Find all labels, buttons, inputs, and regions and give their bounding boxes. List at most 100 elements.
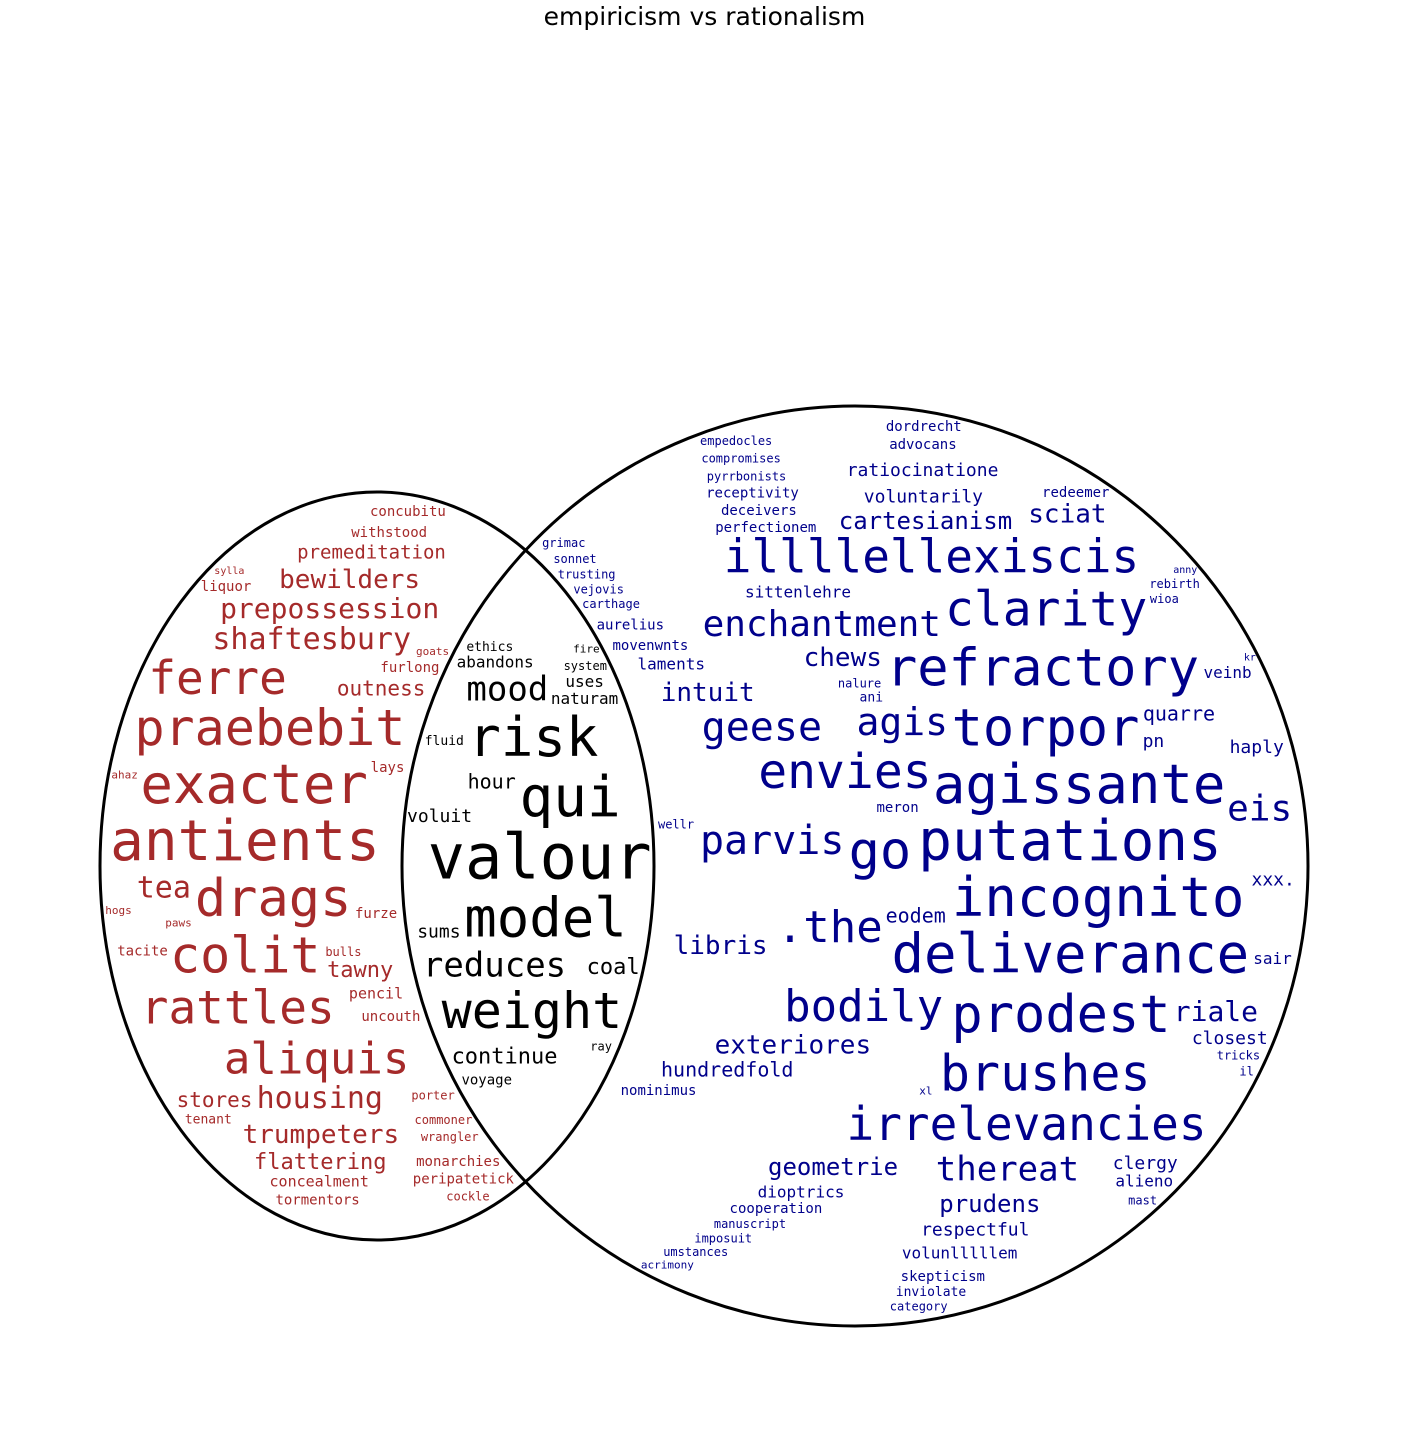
center-word-27: voluit xyxy=(407,806,472,827)
right-word-43: clergy xyxy=(1113,1153,1178,1174)
right-word-46: meron xyxy=(876,800,918,816)
right-word-47: sair xyxy=(1253,949,1292,968)
right-word-23: cartesianism xyxy=(839,507,1012,535)
left-word-26: concubitu xyxy=(370,504,446,520)
left-word-22: tormentors xyxy=(275,1192,359,1208)
left-word-64: paws xyxy=(165,916,192,929)
right-word-0: torpor xyxy=(952,698,1140,758)
right-word-83: acrimony xyxy=(641,1259,694,1272)
right-word-53: skepticism xyxy=(901,1269,985,1285)
center-word-0: valour xyxy=(428,820,652,893)
right-word-34: voluntarily xyxy=(864,487,983,508)
left-word-17: stores xyxy=(177,1088,253,1112)
right-word-75: umstances xyxy=(663,1245,728,1259)
center-word-7: weight xyxy=(442,982,623,1040)
right-word-24: riale xyxy=(1174,995,1258,1028)
left-circle xyxy=(98,490,656,1242)
left-word-32: wrangler xyxy=(421,1130,479,1144)
right-word-61: category xyxy=(890,1300,948,1314)
left-word-46: furze xyxy=(355,906,397,922)
right-word-37: sittenlehre xyxy=(745,582,851,601)
right-word-20: thereat xyxy=(936,1149,1079,1189)
right-word-73: wioa xyxy=(1150,592,1179,606)
left-word-31: commoner xyxy=(415,1113,473,1127)
left-word-70: goats xyxy=(416,645,449,658)
right-word-65: carthage xyxy=(582,597,640,611)
right-word-18: enchantment xyxy=(703,604,941,645)
left-word-1: exacter xyxy=(140,753,368,816)
right-word-1: agissante xyxy=(933,753,1226,816)
right-word-2: prodest xyxy=(951,985,1170,1045)
left-word-29: furlong xyxy=(380,660,439,676)
right-word-104: ani xyxy=(860,690,883,705)
left-word-9: housing xyxy=(257,1081,383,1116)
center-word-4: model xyxy=(464,886,627,949)
left-word-7: ferre xyxy=(148,651,286,705)
center-word-54: ray xyxy=(590,1039,612,1053)
left-word-36: porter xyxy=(411,1088,454,1102)
left-word-13: tea xyxy=(137,871,191,906)
left-word-15: tawny xyxy=(327,958,393,983)
right-word-9: incognito xyxy=(952,866,1245,929)
left-word-14: flattering xyxy=(254,1150,386,1175)
right-word-70: rebirth xyxy=(1149,577,1200,591)
right-word-76: mast xyxy=(1128,1193,1157,1207)
left-word-2: praebebit xyxy=(134,699,405,757)
right-word-11: clarity xyxy=(945,581,1147,637)
right-word-54: cooperation xyxy=(730,1201,823,1217)
right-word-30: hundredfold xyxy=(661,1058,793,1082)
left-word-42: tenant xyxy=(185,1113,232,1128)
center-word-34: fluid xyxy=(425,734,464,749)
right-word-14: parvis xyxy=(700,818,845,864)
right-word-57: receptivity xyxy=(706,486,799,502)
left-word-0: antients xyxy=(110,809,380,874)
right-word-59: dordrecht xyxy=(886,419,962,435)
right-word-62: tricks xyxy=(1217,1049,1260,1063)
center-word-12: mood xyxy=(466,669,548,709)
right-word-77: sonnet xyxy=(553,552,596,566)
right-word-4: irrelevancies xyxy=(847,1097,1207,1151)
center-word-37: ethics xyxy=(466,640,513,655)
center-word-28: uses xyxy=(565,672,604,691)
left-word-47: lays xyxy=(371,760,405,776)
center-word-29: abandons xyxy=(457,653,534,672)
right-circle xyxy=(400,404,1310,1328)
right-word-21: exteriores xyxy=(715,1030,872,1060)
left-word-18: premeditation xyxy=(297,541,446,563)
left-word-21: withstood xyxy=(351,525,427,541)
right-word-93: kr xyxy=(1244,653,1256,664)
center-word-26: coal xyxy=(587,955,640,980)
center-word-31: sums xyxy=(417,922,460,943)
right-word-56: deceivers xyxy=(721,503,797,519)
right-word-40: xxx. xyxy=(1251,869,1294,890)
right-word-15: bodily xyxy=(784,981,943,1032)
right-word-45: dioptrics xyxy=(758,1182,845,1201)
left-word-6: aliquis xyxy=(224,1034,409,1085)
right-word-19: eis xyxy=(1227,789,1292,830)
right-word-22: libris xyxy=(674,931,768,961)
right-word-89: xl xyxy=(919,1085,932,1098)
right-word-58: aurelius xyxy=(597,617,664,633)
right-word-44: laments xyxy=(638,655,705,674)
right-word-17: geese xyxy=(702,704,822,750)
right-word-72: vejovis xyxy=(573,582,624,596)
center-word-39: system xyxy=(564,659,607,673)
right-word-31: eodem xyxy=(886,903,946,927)
left-word-10: prepossession xyxy=(220,592,439,625)
left-word-27: tacite xyxy=(117,943,168,959)
right-word-50: movenwnts xyxy=(612,638,688,654)
right-word-12: go xyxy=(849,822,912,882)
right-word-103: inviolate xyxy=(896,1285,967,1300)
right-word-32: quarre xyxy=(1143,702,1215,726)
left-word-65: hogs xyxy=(105,904,132,917)
right-word-81: grimac xyxy=(542,536,585,550)
center-word-25: hour xyxy=(468,770,516,794)
left-word-11: bewilders xyxy=(279,565,420,595)
left-word-8: shaftesbury xyxy=(212,622,411,657)
right-word-28: intuit xyxy=(661,678,755,708)
left-word-19: concealment xyxy=(270,1173,369,1191)
right-word-67: imposuit xyxy=(694,1231,752,1245)
right-word-33: closest xyxy=(1192,1028,1268,1049)
right-word-41: pn xyxy=(1143,731,1165,752)
